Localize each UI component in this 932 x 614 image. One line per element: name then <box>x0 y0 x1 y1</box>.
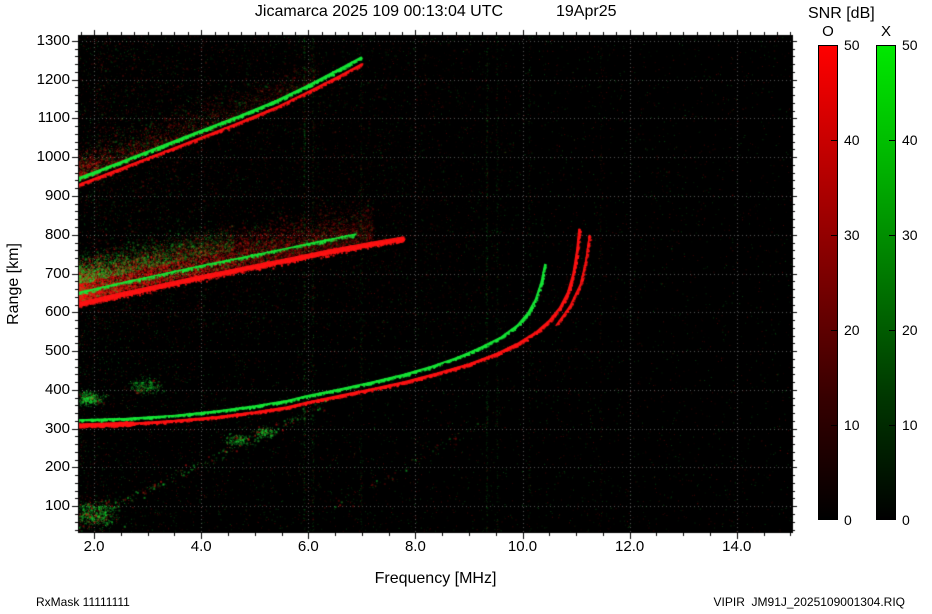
y-tick-label: 100 <box>44 497 70 515</box>
colorbar-tick-mark <box>831 425 837 426</box>
colorbar-tick-mark <box>889 45 895 46</box>
x-tick-label: 8.0 <box>404 538 426 555</box>
colorbar-title: SNR [dB] <box>808 5 875 22</box>
colorbar-tick-label: 30 <box>844 227 860 243</box>
y-tick-label: 600 <box>44 303 70 321</box>
colorbar-tick-label: 20 <box>902 322 918 338</box>
colorbar-tick-mark <box>889 330 895 331</box>
colorbar-tick-mark <box>831 235 837 236</box>
y-tick-label: 900 <box>44 186 70 204</box>
colorbar-o-label: O <box>822 23 834 40</box>
colorbar-tick-label: 40 <box>902 132 918 148</box>
y-tick-label: 1300 <box>36 31 70 49</box>
colorbar-x-mode <box>876 45 896 520</box>
colorbar-tick-label: 40 <box>844 132 860 148</box>
x-axis-title: Frequency [MHz] <box>374 570 497 587</box>
colorbar-x-label: X <box>880 23 891 40</box>
ionogram-plot-canvas <box>58 25 803 549</box>
colorbar-tick-mark <box>831 330 837 331</box>
colorbar-tick-mark <box>831 519 837 520</box>
y-tick-label: 800 <box>44 225 70 243</box>
y-tick-label: 700 <box>44 264 70 282</box>
y-tick-label: 1000 <box>36 148 70 166</box>
x-tick-label: 4.0 <box>190 538 212 555</box>
x-tick-label: 14.0 <box>722 538 752 555</box>
y-tick-label: 400 <box>44 380 70 398</box>
x-tick-label: 12.0 <box>615 538 645 555</box>
x-tick-label: 10.0 <box>507 538 538 555</box>
data-file-text: VIPIR JM91J_2025109001304.RIQ <box>713 595 905 609</box>
colorbar-tick-mark <box>831 140 837 141</box>
plot-title: Jicamarca 2025 109 00:13:04 UTC <box>254 3 504 20</box>
colorbar-tick-mark <box>889 425 895 426</box>
colorbar-tick-label: 50 <box>902 37 918 53</box>
colorbar-tick-label: 0 <box>844 512 852 528</box>
y-tick-label: 300 <box>44 419 70 437</box>
colorbar-tick-mark <box>889 519 895 520</box>
colorbar-tick-label: 10 <box>902 417 918 433</box>
y-tick-label: 1200 <box>36 70 70 88</box>
y-tick-label: 500 <box>44 342 70 360</box>
plot-date: 19Apr25 <box>556 3 617 20</box>
colorbar-tick-label: 50 <box>844 37 860 53</box>
colorbar-tick-label: 20 <box>844 322 860 338</box>
x-tick-label: 2.0 <box>83 538 105 555</box>
colorbar-tick-mark <box>889 140 895 141</box>
colorbar-tick-mark <box>889 235 895 236</box>
colorbar-tick-mark <box>831 45 837 46</box>
colorbar-tick-label: 30 <box>902 227 918 243</box>
y-tick-label: 1100 <box>37 109 70 127</box>
x-tick-label: 6.0 <box>297 538 319 555</box>
colorbar-tick-label: 10 <box>844 417 860 433</box>
y-axis-title: Range [km] <box>5 243 22 325</box>
y-tick-label: 200 <box>44 458 70 476</box>
colorbar-tick-label: 0 <box>902 512 910 528</box>
rx-mask-text: RxMask 11111111 <box>36 595 130 609</box>
colorbar-o-mode <box>818 45 838 520</box>
